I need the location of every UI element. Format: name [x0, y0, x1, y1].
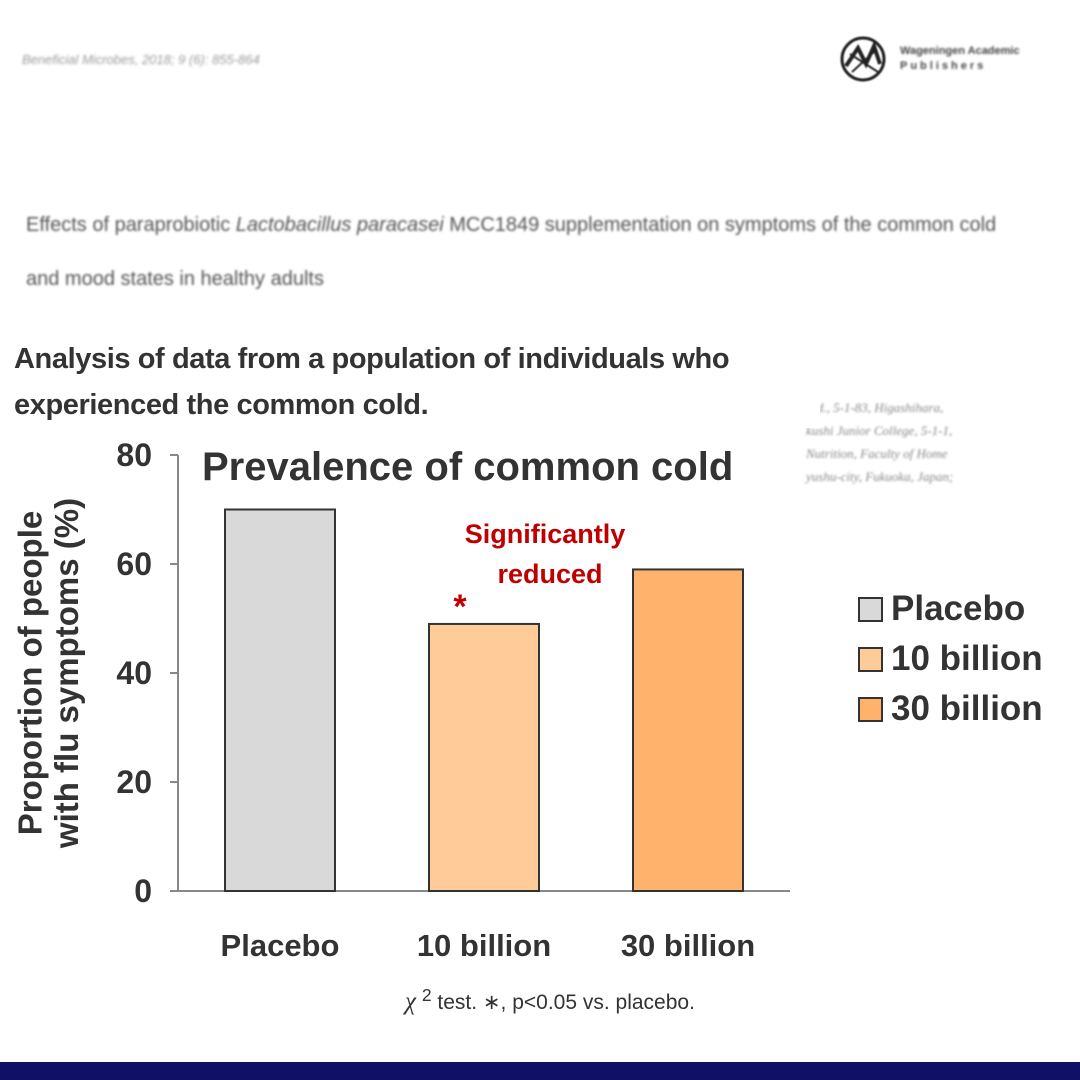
bar-10-billion	[428, 622, 540, 892]
paper-title-part-2: MCC1849 supplementation on symptoms of t…	[26, 214, 997, 290]
paper-title-species: Lactobacillus paracasei	[235, 214, 444, 236]
legend-swatch	[858, 696, 883, 722]
legend-label: 30 billion	[891, 689, 1043, 728]
analysis-note: Analysis of data from a population of in…	[14, 336, 820, 428]
legend-item: Placebo	[858, 584, 1043, 634]
bar-placebo	[224, 508, 336, 892]
chi-symbol: χ	[405, 988, 416, 1015]
affiliation-line-4: yushu-city, Fukuoka, Japan;	[806, 469, 954, 484]
chi-superscript: 2	[421, 985, 432, 1005]
significance-label-line-2: reduced	[497, 559, 602, 589]
y-tick-label: 0	[134, 873, 152, 909]
publisher-name: Wageningen Academic Publishers	[900, 44, 1020, 74]
y-axis-label: Proportion of peoplewith flu symptoms (%…	[12, 498, 85, 849]
footnote-text: test. ∗, p<0.05 vs. placebo.	[431, 991, 695, 1014]
paper-title-part-1: Effects of paraprobiotic	[26, 214, 236, 236]
y-tick-label: 80	[116, 437, 152, 473]
legend-item: 30 billion	[858, 684, 1043, 734]
chart-legend: Placebo 10 billion 30 billion	[858, 584, 1043, 734]
publisher-logo-icon	[840, 36, 886, 82]
x-tick-label: 30 billion	[621, 928, 755, 963]
y-tick-label: 40	[116, 655, 152, 691]
publisher-name-line-1: Wageningen Academic	[900, 45, 1020, 57]
legend-label: Placebo	[891, 589, 1026, 628]
paper-citation: Beneficial Microbes, 2018; 9 (6): 855-86…	[22, 52, 260, 67]
x-tick-label: Placebo	[221, 928, 340, 963]
significance-label-line-1: Significantly	[465, 519, 626, 549]
paper-title: Effects of paraprobiotic Lactobacillus p…	[26, 198, 1006, 306]
affiliations: Ltd., 5-1-83, Higashihara, kushi Junior …	[806, 396, 953, 488]
y-axis-label-line-2: with flu symptoms (%)	[48, 498, 85, 849]
bottom-bar	[0, 1062, 1080, 1080]
legend-item: 10 billion	[858, 634, 1043, 684]
affiliation-line-2: kushi Junior College, 5-1-1,	[806, 423, 953, 438]
publisher-name-line-2: Publishers	[900, 60, 987, 72]
bar-chart: 0 20 40 60 80 Proportion of peoplewith flu sy…	[12, 437, 790, 963]
x-tick-label: 10 billion	[417, 928, 551, 963]
y-tick-label: 60	[116, 546, 152, 582]
bar-30-billion	[632, 568, 744, 892]
y-tick-label: 20	[116, 764, 152, 800]
y-axis-label-line-1: Proportion of people	[12, 511, 49, 835]
chart-title: Prevalence of common cold	[202, 445, 733, 489]
legend-swatch	[858, 646, 883, 672]
affiliation-line-1: Ltd., 5-1-83, Higashihara,	[806, 400, 944, 415]
affiliation-line-3: Nutrition, Faculty of Home	[806, 446, 948, 461]
statistics-footnote: χ 2 test. ∗, p<0.05 vs. placebo.	[405, 985, 695, 1016]
legend-swatch	[858, 596, 883, 622]
significance-asterisk: *	[453, 588, 467, 626]
legend-label: 10 billion	[891, 639, 1043, 678]
